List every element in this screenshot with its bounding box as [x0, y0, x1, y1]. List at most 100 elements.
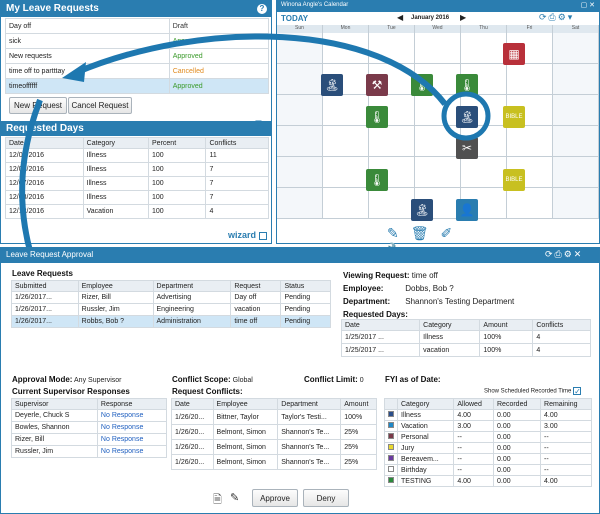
approval-day-row[interactable]: 1/25/2017 ... vacation 100% 4 [340, 343, 591, 357]
calendar-day-cell[interactable] [323, 188, 369, 219]
user-event-icon[interactable]: 👤 [456, 199, 478, 221]
calendar-day-cell[interactable] [369, 95, 415, 126]
show-recorded-option[interactable]: Show Scheduled Recorded Time ✓ [484, 387, 582, 396]
fyi-row[interactable]: Jury -- 0.00 -- [384, 442, 592, 454]
column-header: Date [340, 319, 421, 331]
table-cell: Shannon's Te... [277, 454, 342, 470]
fyi-row[interactable]: Bereavem... -- 0.00 -- [384, 453, 592, 465]
table-cell: Pending [280, 303, 331, 316]
conflict-row[interactable]: 1/26/20... Belmont, Simon Shannon's Te... 2… [171, 424, 377, 440]
fyi-row[interactable]: Birthday -- 0.00 -- [384, 464, 592, 476]
fyi-table: Category Allowed Recorded Remaining Illness 4… [384, 398, 592, 487]
approval-mode-label: Approval Mode: [12, 375, 73, 384]
approval-title: Leave Request Approval [6, 250, 94, 259]
fyi-row[interactable]: Personal -- 0.00 -- [384, 431, 592, 443]
approval-window-controls[interactable]: ⟳⎙⚙✕ [545, 249, 584, 259]
calendar-day-cell[interactable] [553, 188, 599, 219]
approve-button[interactable]: Approve [252, 489, 298, 507]
supervisor-row[interactable]: Russler, Jim No Response [11, 445, 168, 458]
vacation-event-icon[interactable]: 🏝 [321, 74, 343, 96]
fyi-row[interactable]: Illness 4.00 0.00 4.00 [384, 409, 592, 421]
highlighted-vacation-event-icon[interactable]: 🏝 [456, 106, 478, 128]
column-header: Category [419, 319, 481, 331]
calendar-day-cell[interactable] [553, 64, 599, 95]
wizard-link[interactable]: wizard [228, 230, 267, 240]
fyi-row[interactable]: Vacation 3.00 0.00 3.00 [384, 420, 592, 432]
calendar-day-cell[interactable] [461, 126, 507, 157]
edit-icon[interactable]: ✎ [230, 492, 240, 504]
calendar-event-icon[interactable]: ▦ [503, 43, 525, 65]
calendar-day-cell[interactable] [553, 33, 599, 64]
calendar-day-cell[interactable] [415, 157, 461, 188]
requested-day-row[interactable]: 12/06/2016 Illness 100 7 [5, 162, 269, 177]
illness-event-icon[interactable]: 🌡 [366, 169, 388, 191]
supervisor-row[interactable]: Deyerle, Chuck S No Response [11, 409, 168, 422]
requested-days-label: Requested Days: [343, 310, 408, 319]
conflict-row[interactable]: 1/26/20... Bittner, Taylor Taylor's Testi.… [171, 409, 377, 425]
table-cell: 4 [205, 204, 269, 219]
calendar-day-cell[interactable] [323, 33, 369, 64]
prev-month-icon[interactable]: ◀ [397, 13, 404, 22]
tools-event-icon[interactable]: ✂ [456, 137, 478, 159]
jury-event-icon[interactable]: BIBLE [503, 106, 525, 128]
jury-event-icon[interactable]: BIBLE [503, 169, 525, 191]
calendar-day-cell[interactable] [507, 64, 553, 95]
calendar-day-cell[interactable] [277, 188, 323, 219]
approval-request-row[interactable]: 1/26/2017... Rizer, Bill Advertising Day of… [11, 291, 331, 304]
vacation-event-icon[interactable]: 🏝 [411, 199, 433, 221]
approval-day-row[interactable]: 1/25/2017 ... Illness 100% 4 [340, 330, 591, 344]
next-month-icon[interactable]: ▶ [460, 13, 467, 22]
calendar-day-cell[interactable] [415, 33, 461, 64]
deny-button[interactable]: Deny [303, 489, 349, 507]
calendar-window-controls[interactable]: ▢ ✕ [580, 2, 595, 9]
calendar-day-cell[interactable] [461, 188, 507, 219]
supervisor-row[interactable]: Bowles, Shannon No Response [11, 421, 168, 434]
employee-label: Employee: [343, 284, 384, 293]
calendar-day-cell[interactable] [507, 33, 553, 64]
calendar-day-cell[interactable] [507, 126, 553, 157]
calendar-day-cell[interactable] [461, 64, 507, 95]
calendar-day-cell[interactable] [507, 188, 553, 219]
column-header: Category [396, 398, 455, 410]
cancel-request-button[interactable]: Cancel Request [68, 97, 132, 114]
calendar-day-cell[interactable] [323, 126, 369, 157]
calendar-day-cell[interactable] [277, 157, 323, 188]
calendar-day-cell[interactable] [369, 157, 415, 188]
calendar-day-cell[interactable] [507, 95, 553, 126]
calendar-day-cell[interactable] [369, 126, 415, 157]
wizard-checkbox[interactable] [258, 231, 267, 240]
illness-event-icon[interactable]: 🌡 [456, 74, 478, 96]
calendar-day-cell[interactable] [507, 157, 553, 188]
approval-request-row[interactable]: 1/26/2017... Robbs, Bob ? Administration ti… [11, 315, 331, 328]
illness-event-icon[interactable]: 🌡 [366, 106, 388, 128]
calendar-day-cell[interactable] [553, 95, 599, 126]
fyi-row[interactable]: TESTING 4.00 0.00 4.00 [384, 475, 592, 487]
fyi-category: Personal [396, 431, 455, 443]
calendar-toolbar-icons[interactable]: ⟳⎙⚙▾ [539, 12, 575, 22]
calendar-day-cell[interactable] [553, 157, 599, 188]
table-cell: Belmont, Simon [212, 439, 279, 455]
fyi-allowed: -- [453, 453, 494, 465]
export-icon[interactable]: ⎘ [255, 120, 264, 132]
document-icon[interactable]: 🗎 [213, 494, 222, 506]
table-cell: 25% [340, 424, 377, 440]
table-cell: Administration [152, 315, 232, 328]
calendar-day-cell[interactable] [277, 95, 323, 126]
column-header: Date [171, 398, 214, 410]
today-button[interactable]: TODAY [281, 14, 309, 23]
conflict-scope: Conflict Scope: Global [172, 375, 253, 384]
personal-event-icon[interactable]: ⚒ [366, 74, 388, 96]
help-icon[interactable]: ? [257, 4, 267, 14]
leave-request-row[interactable]: timeoffffff Approved [5, 78, 270, 94]
calendar-day-cell[interactable] [553, 126, 599, 157]
approval-request-row[interactable]: 1/26/2017... Russler, Jim Engineering vacat… [11, 303, 331, 316]
leave-request-name: timeoffffff [5, 78, 170, 94]
calendar-day-cell[interactable] [277, 126, 323, 157]
show-recorded-checkbox[interactable]: ✓ [573, 387, 582, 396]
conflict-row[interactable]: 1/26/20... Belmont, Simon Shannon's Te... 2… [171, 454, 377, 470]
request-conflicts-label: Request Conflicts: [172, 387, 243, 396]
table-cell: vacation [419, 343, 481, 357]
conflict-row[interactable]: 1/26/20... Belmont, Simon Shannon's Te... 2… [171, 439, 377, 455]
calendar-day-header: Fri [507, 25, 553, 33]
supervisor-row[interactable]: Rizer, Bill No Response [11, 433, 168, 446]
